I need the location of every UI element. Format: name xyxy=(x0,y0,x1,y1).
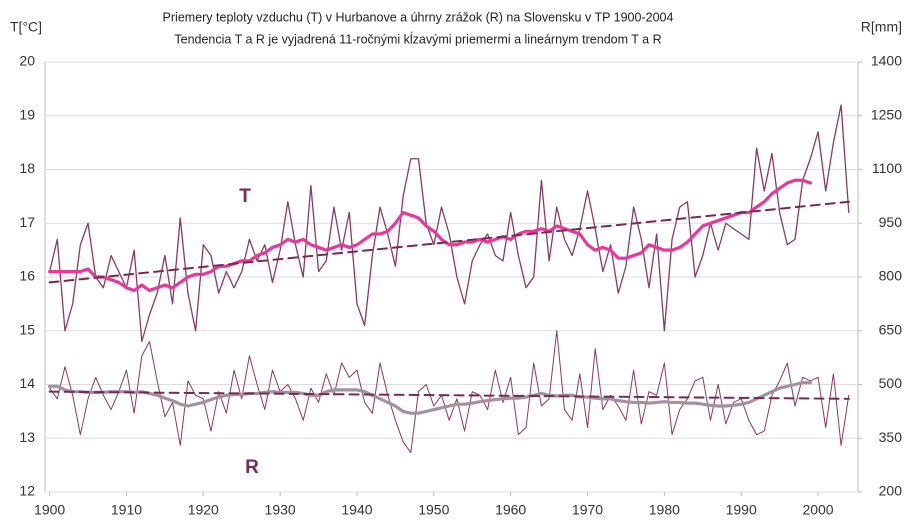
x-tick-label: 2000 xyxy=(802,502,833,518)
series-line xyxy=(49,330,850,454)
annotation: R xyxy=(245,457,259,478)
x-tick-label: 1940 xyxy=(341,502,372,518)
x-tick-label: 1920 xyxy=(188,502,219,518)
y-tick-label: 20 xyxy=(19,53,35,69)
chart-subtitle: Tendencia T a R je vyjadrená 11-ročnými … xyxy=(174,31,661,46)
y2-tick-label: 1250 xyxy=(871,106,902,122)
x-tick-label: 1960 xyxy=(495,502,526,518)
x-tick-label: 1900 xyxy=(34,502,65,518)
x-tick-label: 1950 xyxy=(418,502,449,518)
y2-tick-label: 350 xyxy=(879,429,903,445)
y-tick-label: 19 xyxy=(19,106,35,122)
y-axis-label: T[°C] xyxy=(10,19,42,35)
x-tick-label: 1980 xyxy=(649,502,680,518)
plot xyxy=(48,104,850,454)
y2-axis-label: R[mm] xyxy=(861,19,902,35)
y2-tick-label: 1100 xyxy=(872,160,902,176)
y-tick-label: 18 xyxy=(19,160,35,176)
y-tick-label: 12 xyxy=(19,483,35,499)
x-tick-label: 1930 xyxy=(265,502,296,518)
x-tick-label: 1990 xyxy=(726,502,757,518)
annotation: T xyxy=(239,186,251,207)
y2-tick-label: 1400 xyxy=(871,53,902,69)
y2-tick-label: 800 xyxy=(879,268,903,284)
x-tick-label: 1970 xyxy=(572,502,603,518)
y-tick-label: 15 xyxy=(19,321,35,337)
y2-tick-label: 950 xyxy=(879,214,903,230)
y-tick-label: 16 xyxy=(19,268,35,284)
y-tick-label: 13 xyxy=(19,429,35,445)
series-line xyxy=(48,390,850,400)
series-line xyxy=(48,178,812,293)
series-line xyxy=(48,381,812,415)
series-line xyxy=(48,104,850,343)
y2-tick-label: 500 xyxy=(879,375,903,391)
y2-tick-label: 200 xyxy=(879,483,903,499)
series-line xyxy=(48,200,850,284)
chart-title: Priemery teploty vzduchu (T) v Hurbanove… xyxy=(163,10,674,24)
y-tick-label: 17 xyxy=(19,214,35,230)
y2-tick-label: 650 xyxy=(879,321,903,337)
x-tick-label: 1910 xyxy=(111,502,142,518)
y-tick-label: 14 xyxy=(19,375,35,391)
grid: 1213141516171819202003505006508009501100… xyxy=(19,53,902,518)
